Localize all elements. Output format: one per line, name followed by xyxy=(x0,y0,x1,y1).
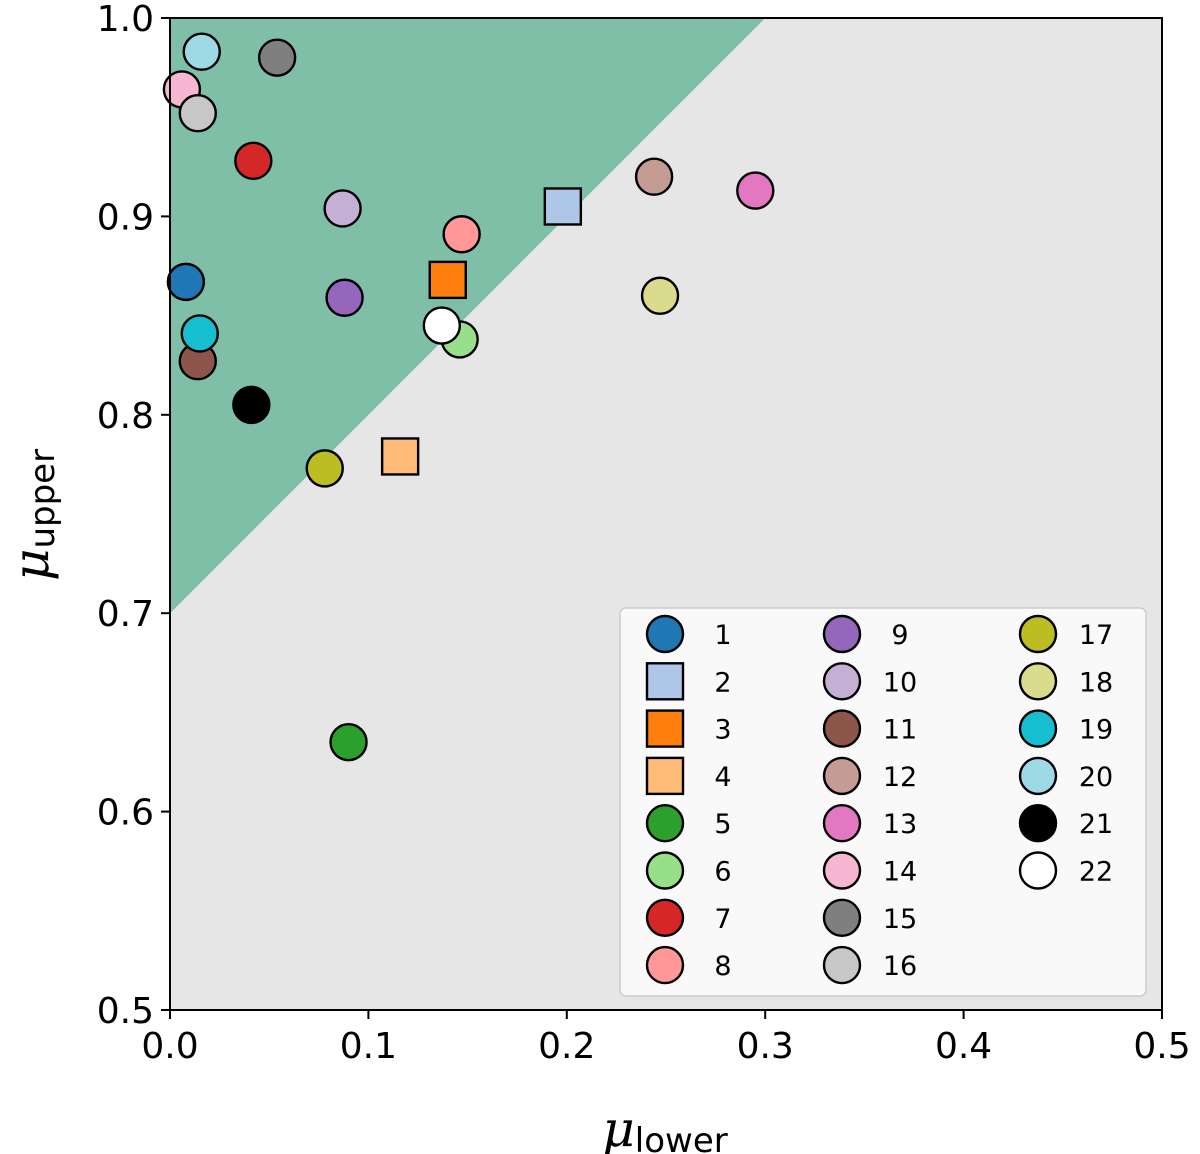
y-tick-label: 0.6 xyxy=(97,793,154,834)
y-axis-label-subscript: upper xyxy=(23,449,63,549)
legend-marker-6 xyxy=(645,851,685,890)
data-point-2 xyxy=(543,187,583,226)
x-tick-label: 0.2 xyxy=(538,1026,595,1067)
legend-marker-18 xyxy=(1018,662,1058,701)
legend-marker-3 xyxy=(645,709,685,748)
data-point-22 xyxy=(422,306,462,345)
legend-marker-13 xyxy=(822,804,862,843)
data-point-1 xyxy=(166,262,206,302)
legend-label-9: 9 xyxy=(891,620,908,651)
data-point-9 xyxy=(325,278,364,317)
legend-label-19: 19 xyxy=(1079,715,1113,746)
legend-label-22: 22 xyxy=(1079,857,1113,888)
legend-label-21: 21 xyxy=(1079,809,1113,840)
x-tick-label: 0.4 xyxy=(935,1026,992,1067)
y-axis: 0.5 0.6 0.7 0.8 0.9 1.0 xyxy=(97,0,170,1032)
legend-marker-17 xyxy=(1018,614,1058,654)
y-tick-label: 0.8 xyxy=(97,396,154,437)
legend-label-16: 16 xyxy=(883,951,917,982)
x-axis: 0.0 0.1 0.2 0.3 0.4 0.5 xyxy=(141,1010,1191,1067)
legend-marker-5 xyxy=(645,804,685,843)
legend-marker-2 xyxy=(645,662,685,701)
x-axis-label: μlower xyxy=(602,1100,727,1154)
data-point-3 xyxy=(428,260,467,300)
legend-marker-22 xyxy=(1018,851,1058,890)
legend-label-12: 12 xyxy=(883,762,917,793)
legend-label-10: 10 xyxy=(883,667,917,698)
data-point-4 xyxy=(380,437,420,476)
data-point-18 xyxy=(640,276,680,315)
legend-marker-8 xyxy=(645,945,685,985)
legend-label-13: 13 xyxy=(883,809,917,840)
x-tick-label: 0.1 xyxy=(340,1026,397,1067)
x-tick-label: 0.5 xyxy=(1133,1026,1190,1067)
legend-marker-9 xyxy=(822,614,862,654)
legend-marker-15 xyxy=(822,898,862,937)
y-tick-label: 1.0 xyxy=(97,0,154,40)
data-point-17 xyxy=(305,449,344,488)
legend-label-20: 20 xyxy=(1079,762,1113,793)
data-point-5 xyxy=(329,722,368,762)
data-point-20 xyxy=(182,32,221,71)
data-point-19 xyxy=(180,314,219,353)
x-tick-label: 0.0 xyxy=(141,1026,198,1067)
data-point-8 xyxy=(442,215,481,254)
y-tick-label: 0.5 xyxy=(97,991,154,1032)
data-point-7 xyxy=(234,141,273,181)
legend-marker-16 xyxy=(822,945,862,985)
y-tick-label: 0.7 xyxy=(97,594,154,635)
legend-label-8: 8 xyxy=(714,951,731,982)
legend-label-14: 14 xyxy=(883,857,917,888)
legend-label-11: 11 xyxy=(883,715,917,746)
data-point-16 xyxy=(178,94,217,133)
y-axis-label-symbol: μ xyxy=(2,549,60,582)
legend-marker-14 xyxy=(822,851,862,890)
x-axis-label-symbol: μ xyxy=(602,1100,635,1154)
y-axis-label: μupper xyxy=(2,449,63,581)
legend-marker-12 xyxy=(822,756,862,796)
legend-label-6: 6 xyxy=(714,857,731,888)
legend-marker-1 xyxy=(645,614,685,654)
legend-marker-11 xyxy=(822,709,862,748)
legend-marker-7 xyxy=(645,898,685,937)
legend-box xyxy=(619,607,1147,997)
legend-label-2: 2 xyxy=(714,667,731,698)
legend-label-15: 15 xyxy=(883,904,917,935)
data-point-13 xyxy=(736,171,775,210)
legend-marker-10 xyxy=(822,662,862,701)
plot-frame xyxy=(169,17,1163,1011)
legend-label-4: 4 xyxy=(714,762,731,793)
x-axis-label-subscript: lower xyxy=(635,1121,728,1154)
x-tick-label: 0.3 xyxy=(737,1026,794,1067)
legend-label-18: 18 xyxy=(1079,667,1113,698)
legend-label-5: 5 xyxy=(714,809,731,840)
y-tick-label: 0.9 xyxy=(97,197,154,238)
legend-marker-4 xyxy=(645,756,685,796)
legend-marker-20 xyxy=(1018,756,1058,796)
legend-marker-19 xyxy=(1018,709,1058,748)
data-point-10 xyxy=(323,189,362,228)
data-point-15 xyxy=(257,38,297,77)
legend-marker-21 xyxy=(1018,804,1058,843)
data-point-21 xyxy=(232,385,271,425)
legend-label-17: 17 xyxy=(1079,620,1113,651)
data-point-12 xyxy=(634,157,674,196)
legend-label-7: 7 xyxy=(714,904,731,935)
legend-label-1: 1 xyxy=(714,620,731,651)
legend-label-3: 3 xyxy=(714,715,731,746)
